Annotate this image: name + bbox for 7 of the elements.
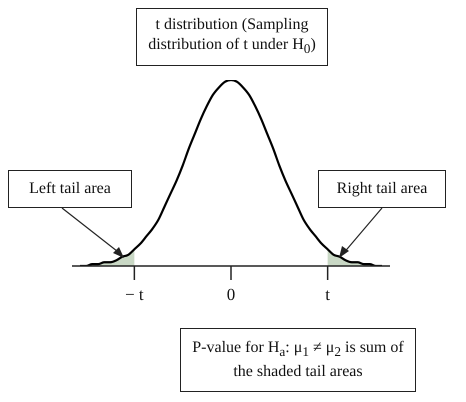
x-tick-label: 0 xyxy=(226,285,236,304)
text: P-value for H$_{a}$: μ$_{1}$ ≠ μ$_{2}$ is sum of the shaded tail areas xyxy=(191,338,405,382)
x-tick-label: t xyxy=(325,285,330,304)
annotation: Right tail area xyxy=(336,179,428,199)
chart-title: t distribution (Sampling distribution of t under H$_{0}$) xyxy=(147,14,317,58)
x-tick-label: − t xyxy=(125,285,144,304)
annotation: Left tail area xyxy=(29,179,111,199)
